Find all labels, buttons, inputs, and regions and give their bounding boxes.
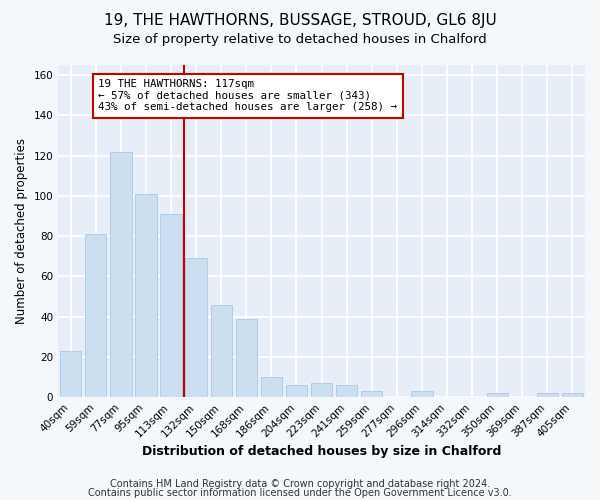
Bar [60, 351, 82, 397]
Text: Contains public sector information licensed under the Open Government Licence v3: Contains public sector information licen… [88, 488, 512, 498]
Bar [361, 391, 382, 397]
Bar [160, 214, 182, 397]
Bar [85, 234, 106, 397]
Bar [136, 194, 157, 397]
Y-axis label: Number of detached properties: Number of detached properties [15, 138, 28, 324]
Text: 19, THE HAWTHORNS, BUSSAGE, STROUD, GL6 8JU: 19, THE HAWTHORNS, BUSSAGE, STROUD, GL6 … [104, 12, 496, 28]
Bar [336, 385, 358, 397]
X-axis label: Distribution of detached houses by size in Chalford: Distribution of detached houses by size … [142, 444, 501, 458]
Text: Size of property relative to detached houses in Chalford: Size of property relative to detached ho… [113, 32, 487, 46]
Bar [411, 391, 433, 397]
Bar [487, 393, 508, 397]
Bar [562, 393, 583, 397]
Bar [211, 304, 232, 397]
Bar [261, 377, 282, 397]
Bar [110, 152, 131, 397]
Bar [311, 383, 332, 397]
Bar [286, 385, 307, 397]
Bar [236, 318, 257, 397]
Bar [185, 258, 207, 397]
Bar [537, 393, 558, 397]
Text: Contains HM Land Registry data © Crown copyright and database right 2024.: Contains HM Land Registry data © Crown c… [110, 479, 490, 489]
Text: 19 THE HAWTHORNS: 117sqm
← 57% of detached houses are smaller (343)
43% of semi-: 19 THE HAWTHORNS: 117sqm ← 57% of detach… [98, 79, 397, 112]
